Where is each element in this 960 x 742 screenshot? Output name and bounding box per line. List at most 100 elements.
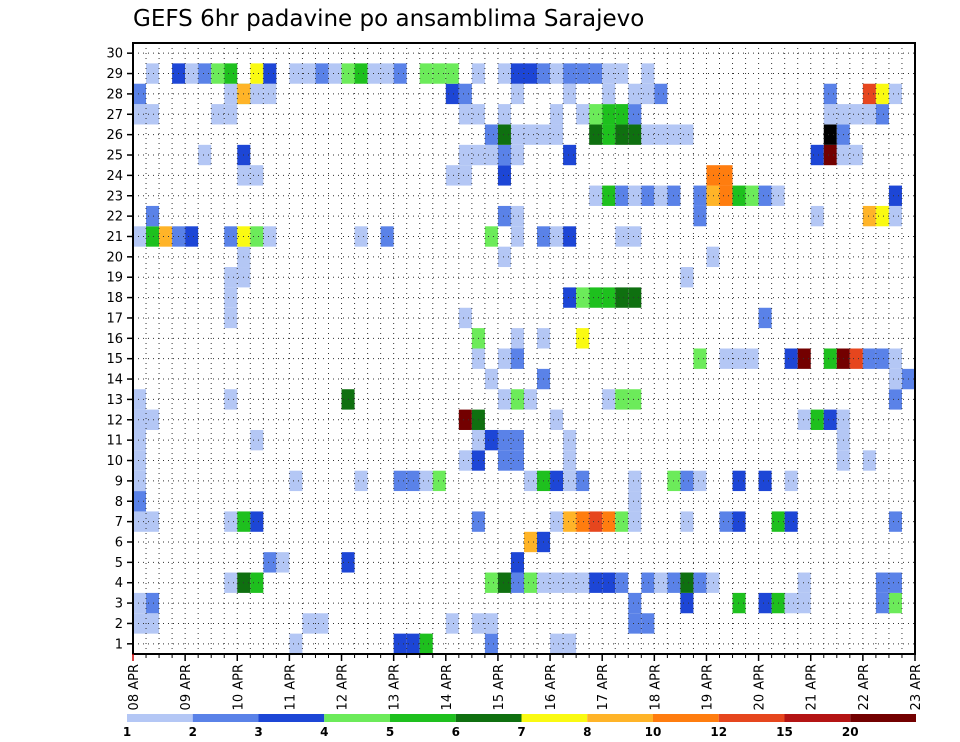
precip-cell — [146, 409, 160, 430]
colorbar-label: 4 — [320, 725, 328, 739]
precip-cell — [510, 450, 524, 471]
y-tick-label: 8 — [115, 495, 123, 510]
precip-cell — [328, 63, 342, 84]
grid-layer — [133, 43, 915, 654]
precip-cell — [875, 205, 889, 227]
precip-cell — [550, 124, 564, 145]
cells-layer — [133, 63, 915, 654]
precip-cell — [693, 348, 707, 369]
precip-cell — [823, 144, 837, 166]
precip-cell — [133, 450, 147, 471]
precip-cell — [497, 124, 511, 145]
y-tick-label: 15 — [106, 352, 123, 367]
precip-cell — [159, 226, 173, 247]
y-tick-label: 2 — [115, 617, 123, 632]
precip-cell — [146, 613, 160, 634]
precip-cell — [784, 511, 798, 532]
precip-cell — [354, 226, 368, 247]
precip-cell — [563, 226, 577, 247]
precip-cell — [732, 348, 746, 369]
precip-cell — [680, 470, 694, 492]
y-tick-label: 29 — [106, 67, 123, 82]
precip-cell — [133, 491, 147, 512]
precip-cell — [576, 511, 590, 532]
precip-cell — [133, 429, 147, 451]
precip-cell — [719, 185, 733, 206]
precip-cell — [758, 592, 772, 614]
colorbar-segment — [390, 714, 456, 722]
x-tick-label: 21 APR — [805, 664, 820, 710]
precip-cell — [563, 511, 577, 532]
precip-cell — [563, 429, 577, 451]
precip-cell — [823, 348, 837, 369]
precip-cell — [628, 226, 642, 247]
precip-cell — [615, 572, 629, 593]
colorbar-label: 3 — [254, 725, 262, 739]
x-tick-label: 08 APR — [127, 664, 142, 710]
precip-cell — [628, 613, 642, 634]
y-tick-label: 26 — [106, 128, 123, 143]
precip-cell — [484, 144, 498, 166]
precip-cell — [458, 165, 472, 186]
precip-cell — [628, 389, 642, 410]
precip-cell — [641, 572, 655, 593]
precip-cell — [732, 511, 746, 532]
precip-cell — [133, 511, 147, 532]
precip-cell — [875, 592, 889, 614]
precip-cell — [211, 104, 225, 125]
precip-cell — [862, 348, 876, 369]
precip-cell — [224, 267, 238, 288]
precip-cell — [576, 287, 590, 308]
precip-cell — [706, 246, 720, 268]
y-tick-label: 11 — [106, 434, 123, 449]
x-tick-label: 13 APR — [388, 664, 403, 710]
precip-cell — [550, 104, 564, 125]
precip-cell — [263, 83, 277, 105]
y-tick-label: 18 — [106, 291, 123, 306]
precip-cell — [133, 104, 147, 125]
precip-cell — [458, 104, 472, 125]
precip-cell — [146, 226, 160, 247]
precip-cell — [589, 124, 603, 145]
precip-cell — [576, 470, 590, 492]
precip-cell — [706, 165, 720, 186]
chart-title: GEFS 6hr padavine po ansamblima Sarajevo — [133, 6, 644, 32]
precip-cell — [628, 511, 642, 532]
colorbar-label: 6 — [452, 725, 460, 739]
y-tick-label: 12 — [106, 413, 123, 428]
precip-cell — [185, 63, 199, 84]
precip-cell — [484, 429, 498, 451]
precip-cell — [224, 226, 238, 247]
precip-cell — [875, 572, 889, 593]
precip-cell — [797, 592, 811, 614]
precip-cell — [550, 226, 564, 247]
precip-cell — [628, 470, 642, 492]
x-tick-label: 14 APR — [440, 664, 455, 710]
x-tick-label: 16 APR — [544, 664, 559, 710]
precip-cell — [654, 185, 668, 206]
y-tick-label: 19 — [106, 271, 123, 286]
colorbar-segment — [718, 714, 785, 722]
precip-cell — [133, 389, 147, 410]
precip-cell — [576, 63, 590, 84]
precip-cell — [393, 63, 407, 84]
y-tick-label: 21 — [106, 230, 123, 245]
precip-cell — [862, 104, 876, 125]
x-tick-label: 18 APR — [648, 664, 663, 710]
precip-cell — [497, 104, 511, 125]
precip-cell — [497, 572, 511, 593]
precip-cell — [250, 63, 264, 84]
precip-cell — [458, 307, 472, 329]
precip-cell — [680, 124, 694, 145]
precip-cell — [250, 226, 264, 247]
precip-cell — [758, 307, 772, 329]
precip-cell — [497, 348, 511, 369]
precip-cell — [589, 63, 603, 84]
precip-cell — [250, 165, 264, 186]
x-axis-ticks: 08 APR 09 APR 10 APR 11 APR 12 APR 13 APR 14 A… — [127, 654, 924, 710]
y-tick-label: 28 — [106, 87, 123, 102]
precip-cell — [797, 572, 811, 593]
y-tick-label: 6 — [115, 535, 123, 550]
precip-cell — [367, 63, 381, 84]
